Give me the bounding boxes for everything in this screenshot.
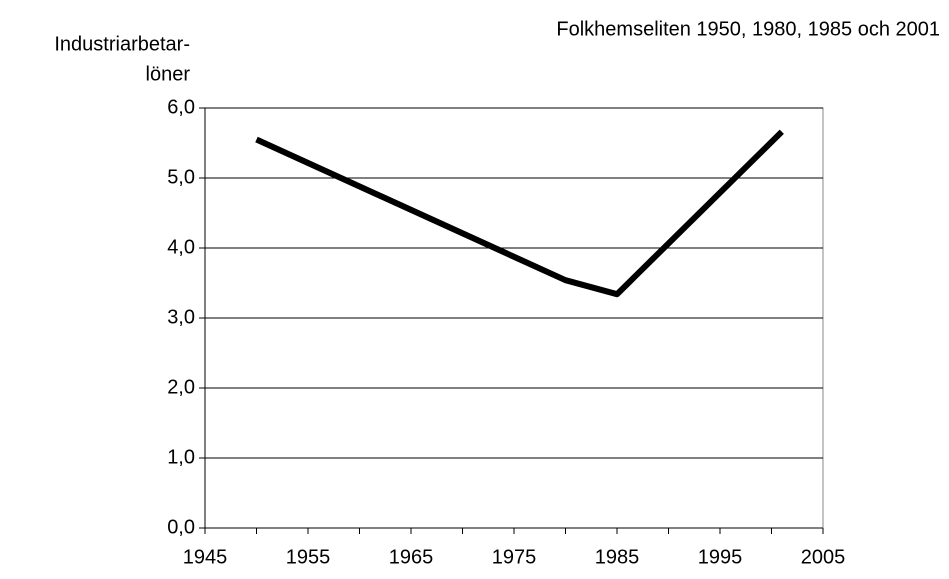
y-tick-label: 4,0 (167, 236, 195, 258)
y-tick-label: 1,0 (167, 446, 195, 468)
x-tick-label: 1995 (698, 546, 743, 568)
x-tick-label: 2005 (801, 546, 846, 568)
x-tick-label: 1965 (389, 546, 434, 568)
y-tick-label: 3,0 (167, 306, 195, 328)
y-tick-label: 6,0 (167, 96, 195, 118)
y-axis-label: Industriarbetar- (54, 33, 190, 55)
y-axis-label: löner (146, 63, 191, 85)
x-tick-label: 1945 (183, 546, 228, 568)
y-tick-label: 2,0 (167, 376, 195, 398)
y-tick-label: 0,0 (167, 516, 195, 538)
line-series (255, 129, 784, 298)
chart-title: Folkhemseliten 1950, 1980, 1985 och 2001 (556, 18, 940, 40)
x-tick-label: 1975 (492, 546, 537, 568)
x-tick-label: 1985 (595, 546, 640, 568)
y-tick-label: 5,0 (167, 166, 195, 188)
x-tick-label: 1955 (286, 546, 331, 568)
